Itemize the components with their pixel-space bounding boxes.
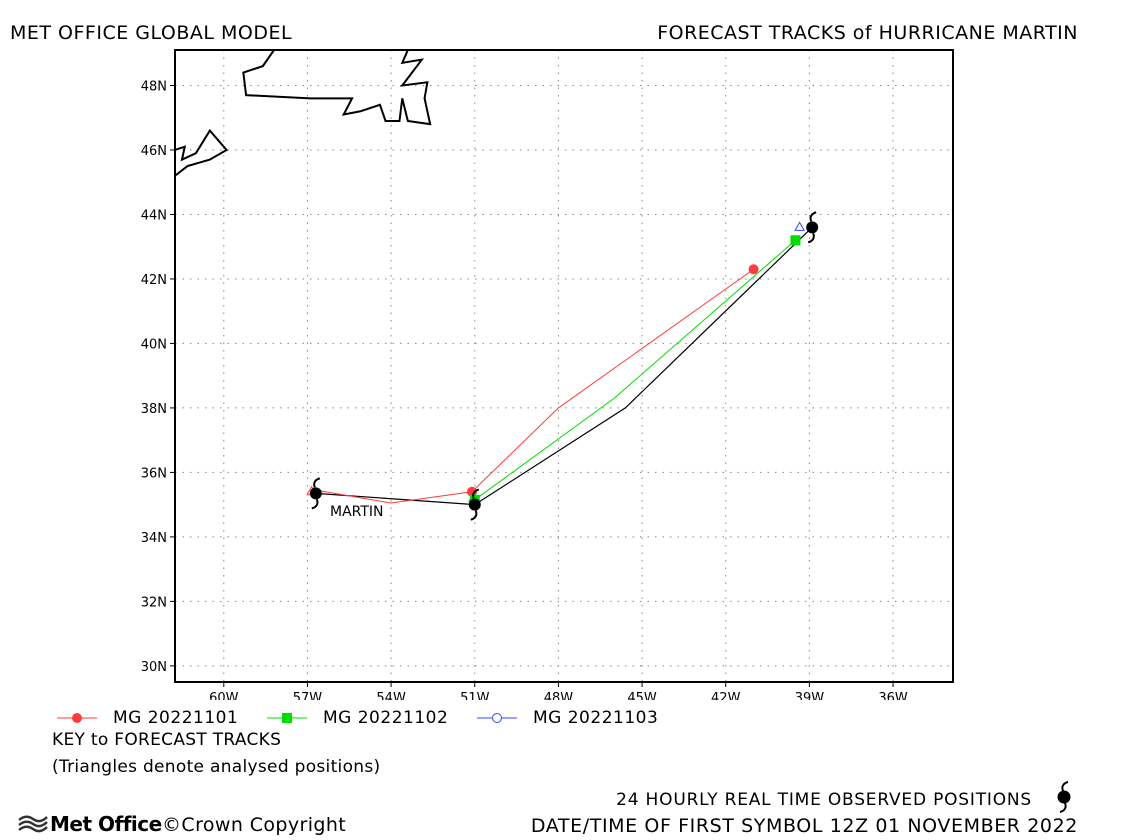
lon-tick-label: 45W <box>627 691 657 700</box>
hurricane-symbol-core <box>309 487 322 500</box>
forecast-point-square <box>790 235 801 246</box>
lon-tick-label: 51W <box>460 691 490 700</box>
lat-tick-label: 38N <box>141 402 167 417</box>
lat-tick-label: 46N <box>141 144 167 159</box>
hurricane-symbol-icon <box>806 211 819 244</box>
met-office-waves-icon <box>18 815 48 833</box>
lat-tick-label: 30N <box>141 660 167 675</box>
hurricane-symbol-arm <box>809 211 817 222</box>
lon-tick-label: 42W <box>711 691 741 700</box>
hurricane-symbol-arm <box>313 477 321 488</box>
lat-tick-label: 32N <box>141 595 167 610</box>
hurricane-symbol-icon <box>309 477 322 510</box>
analysed-triangle <box>794 221 805 231</box>
plot-frame <box>174 49 954 683</box>
header-left-title: MET OFFICE GLOBAL MODEL <box>10 22 293 44</box>
hurricane-symbol-arm <box>470 510 478 521</box>
hurricane-symbol-arm <box>311 498 319 510</box>
lon-tick-label: 48W <box>544 691 574 700</box>
hurricane-symbol-arm <box>807 232 815 244</box>
hurricane-symbol-icon <box>468 488 481 521</box>
lat-tick-label: 36N <box>141 466 167 481</box>
legend-label: MG 20221101 <box>113 708 239 728</box>
lat-tick-label: 44N <box>141 208 167 223</box>
lat-tick-label: 42N <box>141 273 167 288</box>
coastline <box>242 50 432 126</box>
key-title: KEY to FORECAST TRACKS <box>52 730 282 750</box>
hurricane-symbol-icon <box>1057 781 1071 813</box>
forecast-track-line <box>474 239 796 501</box>
lon-tick-label: 39W <box>795 691 825 700</box>
copyright-text: ©Crown Copyright <box>162 814 347 836</box>
lon-tick-label: 54W <box>376 691 406 700</box>
lon-tick-label: 57W <box>293 691 323 700</box>
lon-tick-label: 36W <box>878 691 908 700</box>
observed-track-line <box>315 226 813 506</box>
legend-swatch-blue-open-circle <box>477 713 517 723</box>
storm-label: MARTIN <box>330 504 384 520</box>
forecast-track-map: 60W 57W 54W 51W 48W 45W 42W 39W 36W 48N 46N 44N 42N 4… <box>141 49 954 700</box>
legend-swatch-red-circle <box>57 713 97 723</box>
legend-label: MG 20221103 <box>533 708 659 728</box>
first-symbol-datetime: DATE/TIME OF FIRST SYMBOL 12Z 01 NOVEMBE… <box>530 815 1078 837</box>
hurricane-symbol-core <box>806 221 819 234</box>
lat-tick-label: 48N <box>141 79 167 94</box>
legend-label: MG 20221102 <box>323 708 449 728</box>
hurricane-symbol-core <box>468 498 481 511</box>
forecast-point-circle <box>748 264 759 275</box>
forecast-track-line <box>315 268 754 504</box>
lat-tick-label: 34N <box>141 531 167 546</box>
lon-tick-label: 60W <box>209 691 239 700</box>
hurricane-symbol-arm <box>472 488 480 500</box>
header-right-title: FORECAST TRACKS of HURRICANE MARTIN <box>657 22 1078 44</box>
lat-tick-label: 40N <box>141 337 167 352</box>
observed-positions-text: 24 HOURLY REAL TIME OBSERVED POSITIONS <box>616 790 1032 810</box>
logo-text: Met Office <box>50 812 162 836</box>
legend-swatch-green-square <box>267 713 307 723</box>
key-note: (Triangles denote analysed positions) <box>52 757 381 777</box>
coastline <box>175 128 229 177</box>
